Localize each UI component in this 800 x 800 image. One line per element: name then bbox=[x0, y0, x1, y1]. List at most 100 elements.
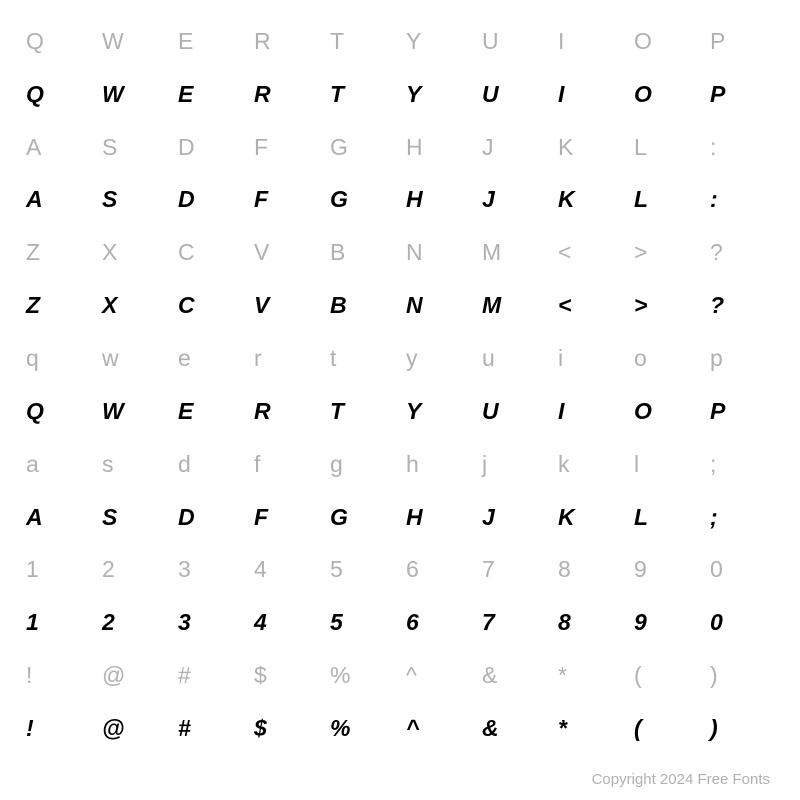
sample-glyph: K bbox=[552, 504, 628, 531]
sample-glyph: 2 bbox=[96, 609, 172, 636]
sample-glyph: ! bbox=[20, 715, 96, 742]
sample-glyph: K bbox=[552, 186, 628, 213]
reference-glyph: X bbox=[96, 239, 172, 266]
sample-glyph: C bbox=[172, 292, 248, 319]
sample-glyph: F bbox=[248, 504, 324, 531]
sample-glyph: W bbox=[96, 81, 172, 108]
sample-glyph: > bbox=[628, 292, 704, 319]
reference-glyph: G bbox=[324, 134, 400, 161]
sample-glyph: A bbox=[20, 504, 96, 531]
reference-glyph: q bbox=[20, 345, 96, 372]
sample-glyph: F bbox=[248, 186, 324, 213]
reference-glyph: g bbox=[324, 451, 400, 478]
reference-glyph: 2 bbox=[96, 556, 172, 583]
sample-glyph: O bbox=[628, 398, 704, 425]
sample-glyph: ( bbox=[628, 715, 704, 742]
sample-glyph: W bbox=[96, 398, 172, 425]
sample-glyph: Y bbox=[400, 81, 476, 108]
reference-glyph: K bbox=[552, 134, 628, 161]
sample-glyph: E bbox=[172, 398, 248, 425]
reference-glyph: d bbox=[172, 451, 248, 478]
sample-glyph: S bbox=[96, 504, 172, 531]
reference-glyph: % bbox=[324, 662, 400, 689]
sample-glyph: D bbox=[172, 504, 248, 531]
sample-glyph: ) bbox=[704, 715, 780, 742]
sample-glyph: Y bbox=[400, 398, 476, 425]
reference-glyph: k bbox=[552, 451, 628, 478]
sample-glyph: G bbox=[324, 504, 400, 531]
sample-glyph: $ bbox=[248, 715, 324, 742]
reference-glyph: @ bbox=[96, 662, 172, 689]
sample-glyph: O bbox=[628, 81, 704, 108]
sample-glyph: N bbox=[400, 292, 476, 319]
reference-glyph: 5 bbox=[324, 556, 400, 583]
reference-glyph: # bbox=[172, 662, 248, 689]
sample-glyph: Q bbox=[20, 81, 96, 108]
reference-glyph: 4 bbox=[248, 556, 324, 583]
reference-glyph: Y bbox=[400, 28, 476, 55]
reference-glyph: ! bbox=[20, 662, 96, 689]
sample-glyph: H bbox=[400, 504, 476, 531]
sample-glyph: M bbox=[476, 292, 552, 319]
reference-glyph: f bbox=[248, 451, 324, 478]
sample-glyph: I bbox=[552, 398, 628, 425]
reference-glyph: S bbox=[96, 134, 172, 161]
sample-glyph: X bbox=[96, 292, 172, 319]
reference-glyph: j bbox=[476, 451, 552, 478]
reference-glyph: 7 bbox=[476, 556, 552, 583]
sample-glyph: * bbox=[552, 715, 628, 742]
reference-glyph: B bbox=[324, 239, 400, 266]
reference-glyph: O bbox=[628, 28, 704, 55]
reference-glyph: ; bbox=[704, 451, 780, 478]
sample-glyph: J bbox=[476, 186, 552, 213]
reference-glyph: H bbox=[400, 134, 476, 161]
reference-glyph: e bbox=[172, 345, 248, 372]
sample-glyph: J bbox=[476, 504, 552, 531]
sample-glyph: P bbox=[704, 81, 780, 108]
reference-glyph: ? bbox=[704, 239, 780, 266]
sample-glyph: I bbox=[552, 81, 628, 108]
reference-glyph: 0 bbox=[704, 556, 780, 583]
reference-glyph: > bbox=[628, 239, 704, 266]
sample-glyph: & bbox=[476, 715, 552, 742]
reference-glyph: 3 bbox=[172, 556, 248, 583]
reference-glyph: Q bbox=[20, 28, 96, 55]
reference-glyph: U bbox=[476, 28, 552, 55]
reference-glyph: 8 bbox=[552, 556, 628, 583]
copyright-text: Copyright 2024 Free Fonts bbox=[592, 771, 770, 788]
sample-glyph: D bbox=[172, 186, 248, 213]
sample-glyph: L bbox=[628, 186, 704, 213]
reference-glyph: w bbox=[96, 345, 172, 372]
reference-glyph: V bbox=[248, 239, 324, 266]
sample-glyph: ; bbox=[704, 504, 780, 531]
reference-glyph: E bbox=[172, 28, 248, 55]
sample-glyph: P bbox=[704, 398, 780, 425]
reference-glyph: D bbox=[172, 134, 248, 161]
sample-glyph: 7 bbox=[476, 609, 552, 636]
reference-glyph: u bbox=[476, 345, 552, 372]
character-map-grid: QWERTYUIOPQWERTYUIOPASDFGHJKL:ASDFGHJKL:… bbox=[20, 15, 780, 755]
reference-glyph: I bbox=[552, 28, 628, 55]
sample-glyph: 9 bbox=[628, 609, 704, 636]
sample-glyph: H bbox=[400, 186, 476, 213]
sample-glyph: 1 bbox=[20, 609, 96, 636]
sample-glyph: S bbox=[96, 186, 172, 213]
sample-glyph: : bbox=[704, 186, 780, 213]
sample-glyph: B bbox=[324, 292, 400, 319]
sample-glyph: ^ bbox=[400, 715, 476, 742]
reference-glyph: : bbox=[704, 134, 780, 161]
reference-glyph: p bbox=[704, 345, 780, 372]
reference-glyph: i bbox=[552, 345, 628, 372]
sample-glyph: L bbox=[628, 504, 704, 531]
reference-glyph: 1 bbox=[20, 556, 96, 583]
reference-glyph: N bbox=[400, 239, 476, 266]
sample-glyph: U bbox=[476, 398, 552, 425]
reference-glyph: J bbox=[476, 134, 552, 161]
reference-glyph: < bbox=[552, 239, 628, 266]
sample-glyph: A bbox=[20, 186, 96, 213]
sample-glyph: 3 bbox=[172, 609, 248, 636]
reference-glyph: Z bbox=[20, 239, 96, 266]
reference-glyph: t bbox=[324, 345, 400, 372]
reference-glyph: F bbox=[248, 134, 324, 161]
sample-glyph: < bbox=[552, 292, 628, 319]
